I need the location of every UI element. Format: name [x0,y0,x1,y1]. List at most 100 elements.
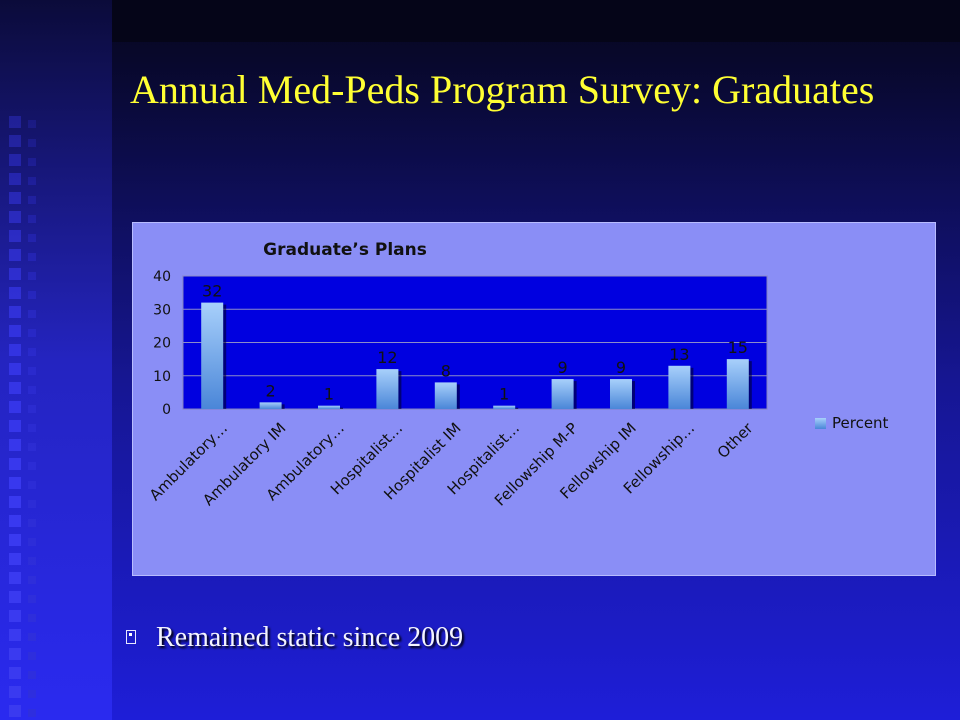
decorative-square [28,424,36,432]
bar [434,382,457,409]
decorative-square [28,291,36,299]
decorative-square [9,477,21,489]
decorative-square [28,386,36,394]
decorative-square [28,614,36,622]
decorative-square [28,405,36,413]
decorative-square [9,192,21,204]
decorative-square [9,116,21,128]
decorative-square [28,348,36,356]
decorative-square [9,496,21,508]
legend-swatch [815,418,826,429]
y-tick-label: 20 [153,336,171,352]
bullet-text: Remained static since 2009 [156,622,464,653]
bar [201,302,224,409]
data-label: 9 [616,358,626,377]
decorative-square [28,310,36,318]
decorative-square [9,344,21,356]
decorative-square [28,177,36,185]
decorative-square [28,196,36,204]
data-label: 12 [377,348,397,367]
chart-title: Graduate’s Plans [263,240,427,260]
decorative-square [9,648,21,660]
bar [259,402,282,409]
decorative-square [9,572,21,584]
decorative-square [28,481,36,489]
decorative-square [9,230,21,242]
legend-label: Percent [832,414,889,432]
decorative-square [9,268,21,280]
data-label: 9 [558,358,568,377]
decorative-square [28,367,36,375]
data-label: 8 [441,361,451,380]
decorative-square [9,667,21,679]
data-label: 13 [669,345,689,364]
decorative-square [28,595,36,603]
decorative-square [9,420,21,432]
decorative-square [28,329,36,337]
data-label: 1 [324,385,334,404]
decorative-square [28,671,36,679]
decorative-square [9,515,21,527]
decorative-square [28,120,36,128]
decorative-square [28,139,36,147]
bar [318,405,340,409]
decorative-square [28,652,36,660]
bar-chart: Graduate’s Plans01020304032Ambulatory…2A… [146,240,889,510]
bar [551,379,574,409]
decorative-square [28,690,36,698]
decorative-square [9,306,21,318]
decorative-square [28,557,36,565]
decorative-square [9,287,21,299]
decorative-square [9,325,21,337]
data-label: 2 [266,381,276,400]
decorative-square [28,500,36,508]
decorative-square [28,576,36,584]
decorative-square [9,211,21,223]
decorative-square [9,401,21,413]
decorative-square [9,553,21,565]
data-label: 1 [499,385,509,404]
decorative-square [9,610,21,622]
bar [493,405,516,409]
decorative-square [9,382,21,394]
bar [668,365,691,409]
decorative-square [9,439,21,451]
decorative-square [28,253,36,261]
bar [726,359,749,409]
decorative-square [9,154,21,166]
decorative-square [28,519,36,527]
decorative-square [9,686,21,698]
data-label: 32 [202,282,222,301]
decorative-square [9,629,21,641]
decorative-square [28,234,36,242]
decorative-square [28,215,36,223]
bar [610,379,632,409]
decorative-square [28,538,36,546]
chart-panel: Graduate’s Plans 0 10 20 30 40 32 Ambulatory… 2 A… [132,222,936,576]
decorative-square [28,462,36,470]
decorative-squares [9,116,36,717]
y-tick-label: 0 [162,402,171,418]
decorative-square [9,705,21,717]
decorative-square [9,135,21,147]
slide-title: Annual Med-Peds Program Survey: Graduate… [130,67,875,112]
decorative-square [9,173,21,185]
bar [376,369,399,409]
data-label: 15 [728,338,748,357]
decorative-square [9,249,21,261]
decorative-square [28,158,36,166]
decorative-square [9,363,21,375]
y-tick-label: 40 [153,269,171,285]
decorative-square [9,591,21,603]
y-tick-label: 30 [153,302,171,318]
decorative-square [28,633,36,641]
decorative-square [9,534,21,546]
y-tick-label: 10 [153,369,171,385]
decorative-square [28,272,36,280]
x-tick-label: Other [714,419,757,462]
decorative-square [9,458,21,470]
decorative-square [28,709,36,717]
decorative-square [28,443,36,451]
bullet-item: Remained static since 2009 [124,618,824,658]
